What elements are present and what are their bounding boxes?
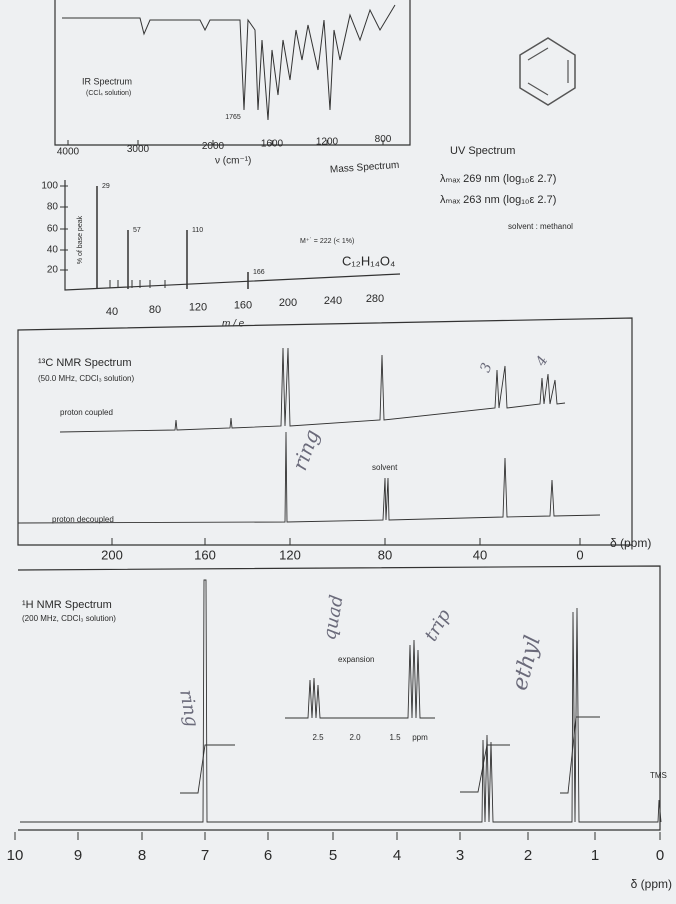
y-tick-label: 100 <box>41 181 58 192</box>
x-tick-label: 800 <box>375 134 392 145</box>
uv-title: UV Spectrum <box>450 145 515 157</box>
peak-label: 29 <box>102 183 110 190</box>
x-tick-label: 5 <box>329 847 337 864</box>
c13-frame <box>17 317 633 546</box>
x-tick-label: 1200 <box>316 136 339 147</box>
x-tick-label: 4 <box>393 847 401 864</box>
h1-trace <box>20 579 662 823</box>
uv-line: λₘₐₓ 263 nm (log₁₀ε 2.7) <box>440 194 556 206</box>
y-tick-label: 60 <box>47 224 59 235</box>
c13-coupled-trace <box>59 347 566 433</box>
x-tick-label: 80 <box>149 304 161 316</box>
mass-title: Mass Spectrum <box>330 160 400 176</box>
x-tick-label: 160 <box>194 547 216 562</box>
molecular-ion: M⁺˙ = 222 (< 1%) <box>300 237 354 245</box>
x-tick-label: 2 <box>524 847 532 864</box>
x-tick-label: 3 <box>456 847 464 864</box>
x-tick-label: 2000 <box>202 141 225 152</box>
x-tick-label: 4000 <box>57 147 80 158</box>
x-tick-label: 3000 <box>127 144 150 155</box>
x-tick-label: 80 <box>378 547 392 562</box>
y-tick-label: 20 <box>47 265 59 276</box>
x-tick-label: 280 <box>366 293 384 305</box>
x-tick-label: 200 <box>101 547 123 562</box>
x-tick-label: 200 <box>279 297 297 309</box>
x-tick-label: 7 <box>201 847 209 864</box>
ir-frame <box>54 0 411 146</box>
x-tick-label: 240 <box>324 295 342 307</box>
inset-tick-label: 2.0 <box>349 733 361 742</box>
formula: C₁₂H₁₄O₄ <box>342 253 395 268</box>
y-axis-label: % of base peak <box>77 215 84 264</box>
y-tick-label: 40 <box>47 245 59 256</box>
c13-label: proton decoupled <box>52 515 114 524</box>
x-tick-label: 160 <box>234 299 252 311</box>
c13-decoupled-trace <box>17 431 601 524</box>
x-tick-label: 8 <box>138 847 146 864</box>
uv-line: λₘₐₓ 269 nm (log₁₀ε 2.7) <box>440 173 556 185</box>
c13-label: solvent <box>372 463 398 472</box>
x-tick-label: 40 <box>106 306 118 318</box>
inset-label: expansion <box>338 655 374 664</box>
integration-line <box>460 744 510 793</box>
x-tick-label: 120 <box>279 547 301 562</box>
h1-frame <box>17 565 661 831</box>
peak-label: 1765 <box>225 114 241 121</box>
x-axis-label: ν (cm⁻¹) <box>215 156 251 167</box>
peak-label: 110 <box>192 227 203 234</box>
c13-title: ¹³C NMR Spectrum <box>38 357 132 369</box>
h1-title: ¹H NMR Spectrum <box>22 599 112 611</box>
x-tick-label: 40 <box>473 547 487 562</box>
c13-label: proton coupled <box>60 408 113 417</box>
ir-trace <box>62 4 396 121</box>
inset-unit: ppm <box>412 733 428 742</box>
tms-label: TMS <box>650 771 667 780</box>
x-axis-label: δ (ppm) <box>610 536 651 550</box>
x-tick-label: 0 <box>656 847 664 864</box>
y-tick-label: 80 <box>47 202 59 213</box>
x-tick-label: 10 <box>7 847 24 864</box>
c13-subtitle: (50.0 MHz, CDCl₃ solution) <box>38 374 135 383</box>
inset-trace <box>285 639 435 719</box>
x-tick-label: 120 <box>189 302 207 314</box>
x-tick-label: 0 <box>576 547 583 562</box>
integration-line <box>180 744 235 794</box>
ring-drawing <box>527 47 569 96</box>
inset-tick-label: 1.5 <box>389 733 401 742</box>
h1-subtitle: (200 MHz, CDCl₃ solution) <box>22 614 116 623</box>
uv-solvent: solvent : methanol <box>508 222 573 231</box>
x-axis-label: δ (ppm) <box>631 877 672 891</box>
x-tick-label: 9 <box>74 847 82 864</box>
x-tick-label: 1600 <box>261 138 284 149</box>
x-axis-label: m / e <box>222 319 245 330</box>
mass-axes <box>64 180 401 291</box>
peak-label: 166 <box>253 269 265 276</box>
x-tick-label: 1 <box>591 847 599 864</box>
ir-subtitle: (CCl₄ solution) <box>86 90 131 97</box>
peak-label: 57 <box>133 227 141 234</box>
ir-title: IR Spectrum <box>82 76 132 86</box>
x-tick-label: 6 <box>264 847 272 864</box>
inset-tick-label: 2.5 <box>312 733 324 742</box>
ring-drawing <box>519 37 576 106</box>
integration-line <box>560 716 600 794</box>
